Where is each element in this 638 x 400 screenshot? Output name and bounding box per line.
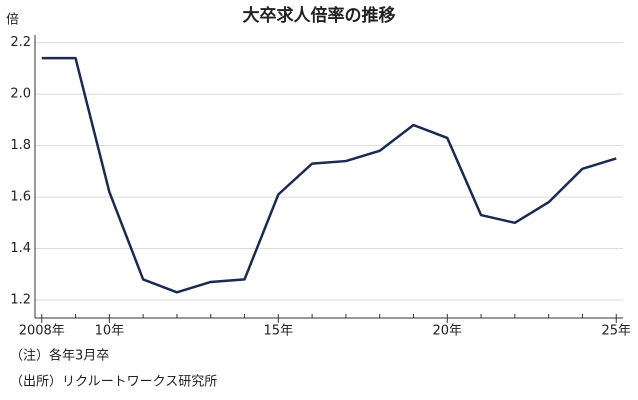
x-tick-label: 20年 — [433, 324, 463, 339]
y-axis-label: 倍 — [6, 13, 19, 28]
x-tick-label: 25年 — [601, 324, 631, 339]
x-tick-label: 10年 — [95, 324, 125, 339]
y-tick-label: 1.4 — [10, 241, 31, 256]
y-tick-label: 2.2 — [10, 35, 31, 50]
note: （注）各年3月卒 — [10, 348, 109, 364]
y-tick-label: 1.2 — [10, 292, 31, 307]
x-tick-label: 15年 — [264, 324, 294, 339]
y-tick-label: 1.6 — [10, 190, 31, 205]
chart-title: 大卒求人倍率の推移 — [243, 5, 396, 26]
y-tick-label: 2.0 — [10, 87, 31, 102]
data-line — [41, 56, 617, 294]
note: （出所）リクルートワークス研究所 — [10, 375, 217, 390]
y-tick-label: 1.8 — [10, 138, 31, 153]
x-tick-label: 2008年 — [19, 324, 65, 339]
